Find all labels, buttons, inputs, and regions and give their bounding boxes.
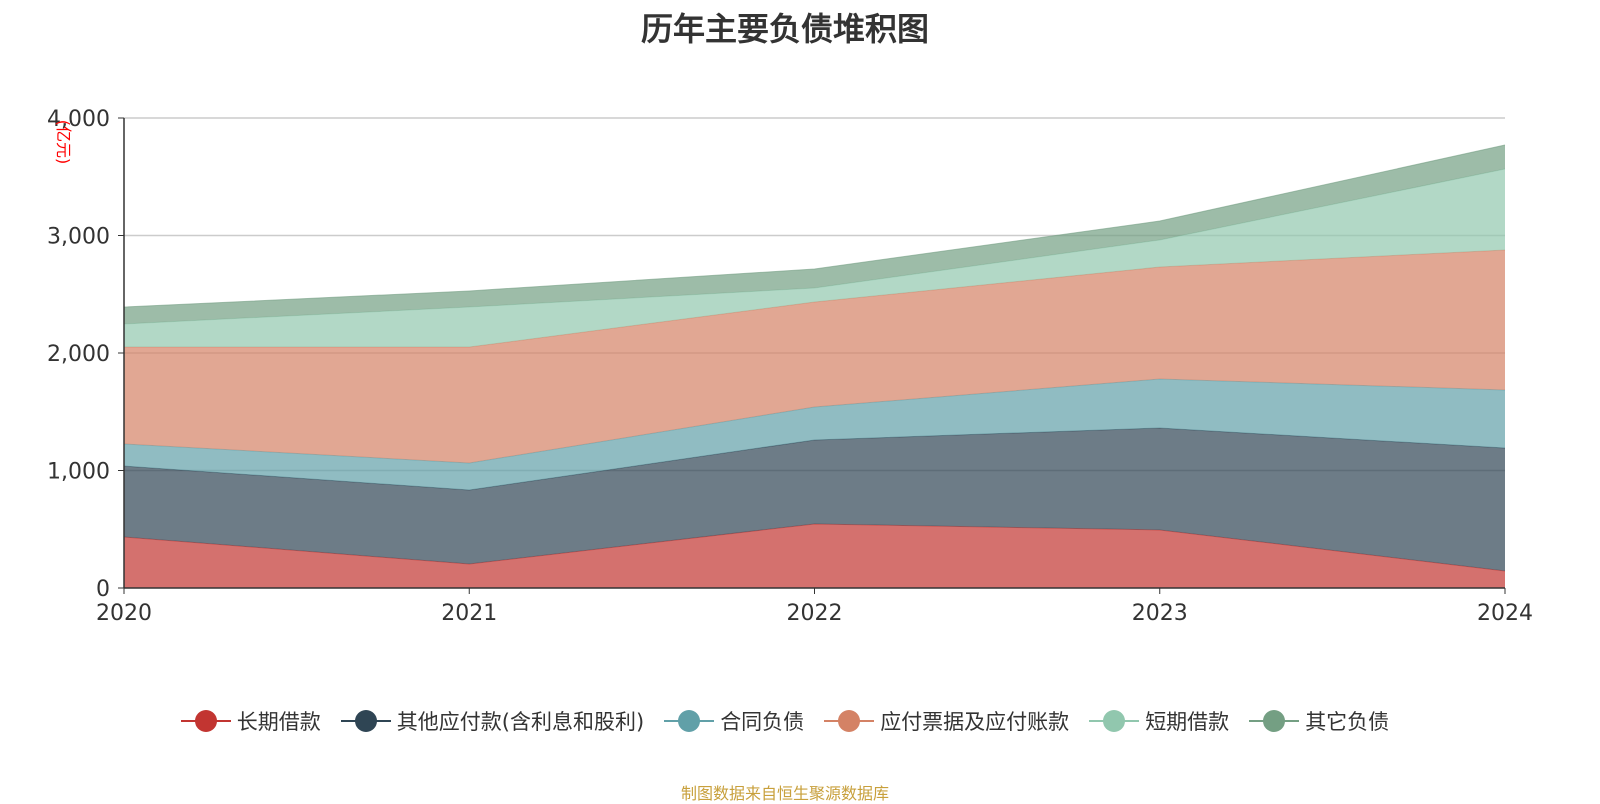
y-tick-label: 1,000 [47, 460, 110, 485]
legend-label: 其他应付款(含利息和股利) [396, 710, 645, 734]
legend-item[interactable]: 长期借款 [180, 706, 321, 736]
area-2 [124, 378, 1505, 491]
series-line-5 [123, 144, 1506, 308]
stacked-area-chart: 0 1,000 2,000 3,000 4,000 2020 2021 2022 2023 202… [47, 107, 1533, 626]
legend-label: 合同负债 [720, 710, 805, 734]
legend: 长期借款 其他应付款(含利息和股利) 合同负债 应付票据及应付账款 短期借款 其它负债 [0, 706, 1570, 736]
x-tick-label: 2020 [96, 601, 152, 626]
area-0 [124, 523, 1505, 588]
legend-marker-icon [180, 709, 231, 733]
chart-title: 历年主要负债堆积图 [640, 10, 929, 48]
legend-marker-icon [1089, 709, 1140, 733]
x-tick-label: 2022 [787, 601, 843, 626]
legend-marker-icon [340, 709, 391, 733]
legend-item[interactable]: 短期借款 [1089, 706, 1229, 736]
legend-item[interactable]: 其他应付款(含利息和股利) [340, 706, 645, 736]
y-tick-label: 0 [96, 577, 110, 602]
area-5 [124, 145, 1505, 324]
legend-label: 应付票据及应付账款 [880, 710, 1070, 734]
x-tick-label: 2024 [1477, 601, 1533, 626]
legend-marker-icon [1249, 709, 1300, 733]
area-1 [124, 427, 1505, 571]
legend-label: 其它负债 [1305, 710, 1390, 734]
x-tick-label: 2023 [1132, 601, 1188, 626]
area-3 [124, 249, 1505, 463]
area-4 [124, 168, 1505, 348]
y-tick-label: 4,000 [47, 107, 110, 132]
legend-label: 长期借款 [236, 710, 321, 734]
legend-item[interactable]: 其它负债 [1249, 706, 1389, 736]
legend-item[interactable]: 合同负债 [664, 706, 804, 736]
y-tick-label: 2,000 [47, 342, 110, 367]
legend-item[interactable]: 应付票据及应付账款 [824, 706, 1069, 736]
legend-marker-icon [664, 709, 715, 733]
x-tick-label: 2021 [441, 601, 497, 626]
y-tick-label: 3,000 [47, 225, 110, 250]
y-axis-label: (亿元) [54, 120, 73, 165]
legend-label: 短期借款 [1145, 710, 1230, 734]
legend-marker-icon [824, 709, 875, 733]
source-note: 制图数据来自恒生聚源数据库 [680, 784, 889, 803]
